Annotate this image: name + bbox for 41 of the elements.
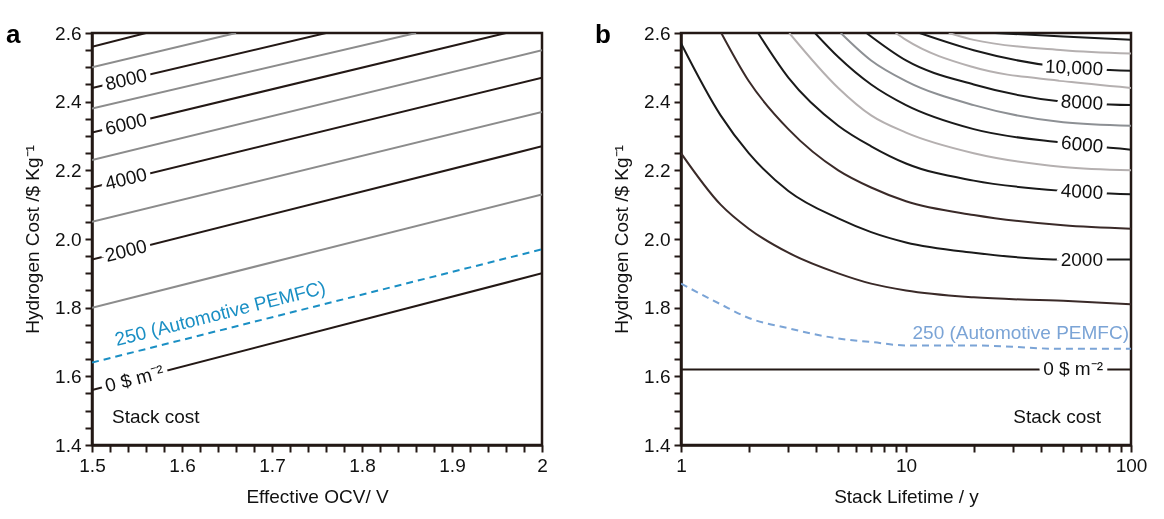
text: 0 $ m⁻² bbox=[102, 360, 166, 397]
y-tick-label: 1.4 bbox=[55, 434, 82, 456]
series-label: 8000 bbox=[1060, 90, 1104, 114]
annotation: Stack cost bbox=[1013, 406, 1102, 427]
x-tick-label: 1 bbox=[676, 454, 687, 476]
x-tick-label: 100 bbox=[1115, 454, 1148, 476]
x-tick-label: 1.6 bbox=[169, 454, 196, 476]
series-label: 10,000 bbox=[1044, 55, 1104, 80]
annotation: Stack cost bbox=[112, 406, 201, 427]
series-label: 4000 bbox=[1060, 179, 1104, 203]
y-tick-label: 2.2 bbox=[644, 159, 671, 181]
x-axis-title: Stack Lifetime / y bbox=[834, 485, 980, 507]
y-tick-label: 2.6 bbox=[55, 22, 82, 44]
x-axis-title: Effective OCV/ V bbox=[246, 485, 389, 507]
y-tick-label: 2.4 bbox=[55, 91, 82, 113]
text: 6000 bbox=[1060, 131, 1105, 157]
chart-title: a bbox=[6, 19, 21, 49]
y-tick-label: 2.4 bbox=[644, 91, 671, 113]
y-tick-label: 2.0 bbox=[644, 228, 671, 250]
y-tick-label: 1.4 bbox=[644, 434, 671, 456]
y-axis-title: Hydrogen Cost /$ Kg⁻¹ bbox=[611, 145, 633, 334]
x-tick-label: 1.8 bbox=[349, 454, 376, 476]
y-axis-title: Hydrogen Cost /$ Kg⁻¹ bbox=[22, 145, 44, 334]
chart-title: b bbox=[595, 19, 611, 49]
series-label: 250 (Automotive PEMFC) bbox=[912, 321, 1129, 343]
y-tick-label: 1.8 bbox=[644, 297, 671, 319]
y-tick-label: 2.0 bbox=[55, 228, 82, 250]
x-tick-label: 1.7 bbox=[259, 454, 286, 476]
y-tick-label: 1.6 bbox=[644, 365, 671, 387]
text: 6000 bbox=[103, 108, 150, 140]
text: 4000 bbox=[102, 163, 150, 194]
x-tick-label: 10 bbox=[895, 454, 918, 476]
y-tick-label: 1.8 bbox=[55, 297, 82, 319]
text: 8000 bbox=[103, 64, 150, 95]
text: 2000 bbox=[102, 235, 150, 266]
x-tick-label: 1.5 bbox=[79, 454, 106, 476]
y-tick-label: 2.6 bbox=[644, 22, 671, 44]
x-tick-label: 1.9 bbox=[439, 454, 466, 476]
y-tick-label: 2.2 bbox=[55, 159, 82, 181]
y-tick-label: 1.6 bbox=[55, 365, 82, 387]
x-tick-label: 2 bbox=[537, 454, 548, 476]
